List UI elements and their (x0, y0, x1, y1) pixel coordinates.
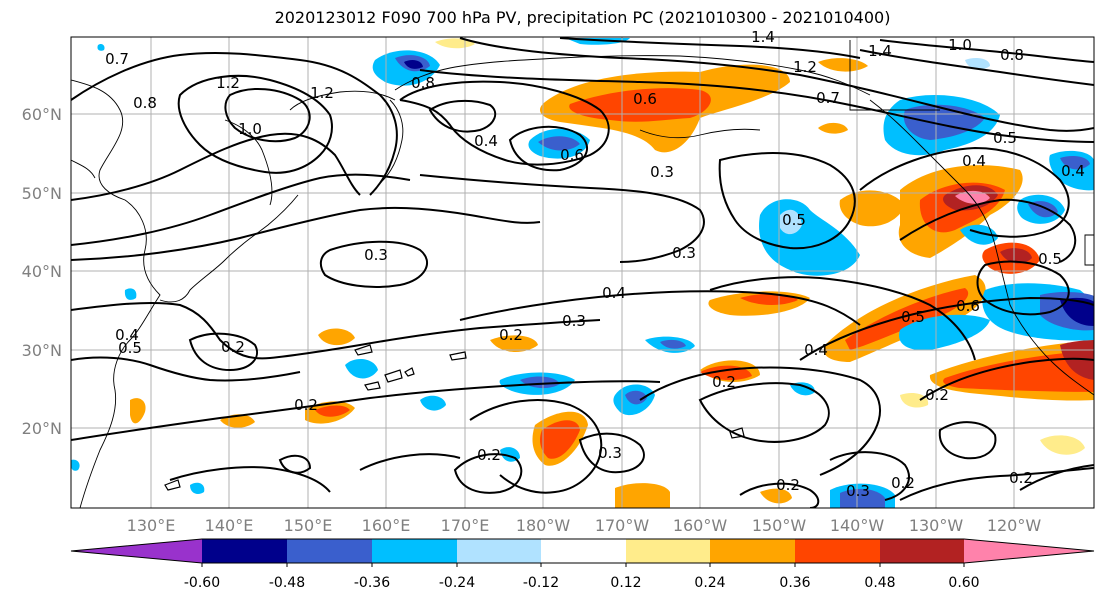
colorbar-tick-label: 0.24 (694, 575, 725, 591)
contour-label: 0.6 (633, 90, 657, 108)
contour-label: 0.2 (221, 338, 245, 356)
pv-contours (71, 37, 1094, 508)
lon-tick-label: 170°W (595, 516, 650, 535)
lat-tick-label: 20°N (22, 419, 62, 438)
colorbar-tick-label: -0.12 (523, 575, 559, 591)
colorbar: -0.60 -0.48 -0.36 -0.24 -0.12 0.12 0.24 0.36 0.4… (70, 538, 1095, 591)
contour-label: 0.4 (804, 341, 828, 359)
contour-label: 1.0 (948, 36, 972, 54)
contour-label: 0.6 (560, 146, 584, 164)
latitude-ticks: 60°N 50°N 40°N 30°N 20°N (22, 105, 62, 438)
colorbar-segment (202, 539, 287, 563)
lon-tick-label: 140°E (205, 516, 254, 535)
contour-label: 0.4 (474, 132, 498, 150)
coastlines (71, 40, 1094, 508)
lat-tick-label: 30°N (22, 341, 62, 360)
contour-label: 0.4 (115, 326, 139, 344)
contour-label: 0.8 (411, 74, 435, 92)
colorbar-tick-label: -0.24 (439, 575, 475, 591)
graticule (71, 37, 1094, 508)
colorbar-segment (626, 539, 710, 563)
colorbar-tick-label: -0.48 (269, 575, 305, 591)
contour-label: 0.6 (956, 297, 980, 315)
contour-label: 0.2 (1009, 469, 1033, 487)
colorbar-segment (372, 539, 457, 563)
contour-label: 0.5 (782, 211, 806, 229)
contour-label: 0.3 (364, 246, 388, 264)
contour-label: 0.2 (925, 386, 949, 404)
contour-label: 0.5 (993, 129, 1017, 147)
longitude-ticks: 130°E 140°E 150°E 160°E 170°E 180°W 170°W 160°W… (127, 516, 1042, 535)
contour-label: 0.4 (1061, 162, 1085, 180)
contour-label: 0.2 (294, 396, 318, 414)
contour-label: 1.2 (216, 74, 240, 92)
contour-label: 0.3 (672, 244, 696, 262)
contour-label: 0.2 (891, 474, 915, 492)
lat-tick-label: 50°N (22, 184, 62, 203)
colorbar-segment (964, 539, 1094, 563)
contour-label: 0.5 (118, 339, 142, 357)
contour-labels: 0.7 0.8 1.2 1.2 1.0 0.8 1.4 1.4 1.2 0.7 1.0 0.8 0.6 0… (105, 28, 1085, 500)
colorbar-segment (287, 539, 372, 563)
contour-label: 0.4 (602, 284, 626, 302)
contour-label: 1.0 (238, 120, 262, 138)
contour-label: 0.2 (712, 373, 736, 391)
contour-label: 1.4 (751, 28, 775, 46)
lat-tick-label: 60°N (22, 105, 62, 124)
contour-label: 0.5 (901, 308, 925, 326)
colorbar-segment (541, 539, 626, 563)
contour-label: 0.5 (1038, 250, 1062, 268)
colorbar-segment (880, 539, 964, 563)
lon-tick-label: 150°W (752, 516, 807, 535)
colorbar-segment (457, 539, 541, 563)
map-title: 2020123012 F090 700 hPa PV, precipitatio… (274, 8, 891, 27)
colorbar-tick-label: -0.60 (184, 575, 220, 591)
islands (164, 344, 745, 491)
colorbar-segment (795, 539, 880, 563)
lon-tick-label: 130°W (909, 516, 964, 535)
contour-label: 0.8 (133, 94, 157, 112)
lat-tick-label: 40°N (22, 262, 62, 281)
lon-tick-label: 180°W (516, 516, 571, 535)
colorbar-segment (71, 539, 202, 563)
contour-label: 0.2 (477, 446, 501, 464)
contour-label: 0.4 (962, 152, 986, 170)
contour-label: 0.2 (776, 476, 800, 494)
contour-label: 0.3 (650, 163, 674, 181)
colorbar-tick-label: 0.60 (948, 575, 979, 591)
contour-label: 1.2 (310, 84, 334, 102)
colorbar-tick-label: 0.48 (864, 575, 895, 591)
contour-label: 0.8 (1000, 46, 1024, 64)
contour-label: 1.2 (793, 58, 817, 76)
lon-tick-label: 140°W (830, 516, 885, 535)
lon-tick-label: 120°W (987, 516, 1042, 535)
contour-label: 0.7 (105, 50, 129, 68)
plot-border (70, 36, 1095, 509)
colorbar-tick-label: 0.36 (779, 575, 810, 591)
lon-tick-label: 160°W (673, 516, 728, 535)
lon-tick-label: 170°E (441, 516, 490, 535)
lon-tick-label: 130°E (127, 516, 176, 535)
contour-label: 0.3 (598, 444, 622, 462)
colorbar-tick-label: 0.12 (610, 575, 641, 591)
contour-label: 1.4 (868, 42, 892, 60)
precip-negative-shading (71, 38, 1094, 508)
colorbar-tick-label: -0.36 (354, 575, 390, 591)
contour-label: 0.3 (846, 482, 870, 500)
contour-label: 0.7 (816, 89, 840, 107)
contour-label: 0.3 (562, 312, 586, 330)
colorbar-segment (710, 539, 795, 563)
lon-tick-label: 160°E (362, 516, 411, 535)
lon-tick-label: 150°E (284, 516, 333, 535)
contour-label: 0.2 (499, 326, 523, 344)
